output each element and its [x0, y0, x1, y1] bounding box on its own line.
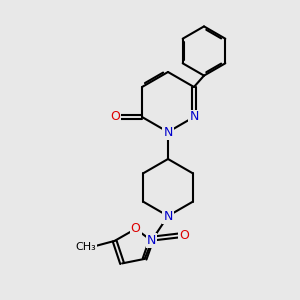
- Text: N: N: [163, 209, 173, 223]
- Text: N: N: [146, 234, 156, 247]
- Text: CH₃: CH₃: [76, 242, 97, 252]
- Text: O: O: [179, 229, 189, 242]
- Text: N: N: [189, 110, 199, 124]
- Text: O: O: [131, 222, 140, 236]
- Text: O: O: [110, 110, 120, 124]
- Text: N: N: [163, 125, 173, 139]
